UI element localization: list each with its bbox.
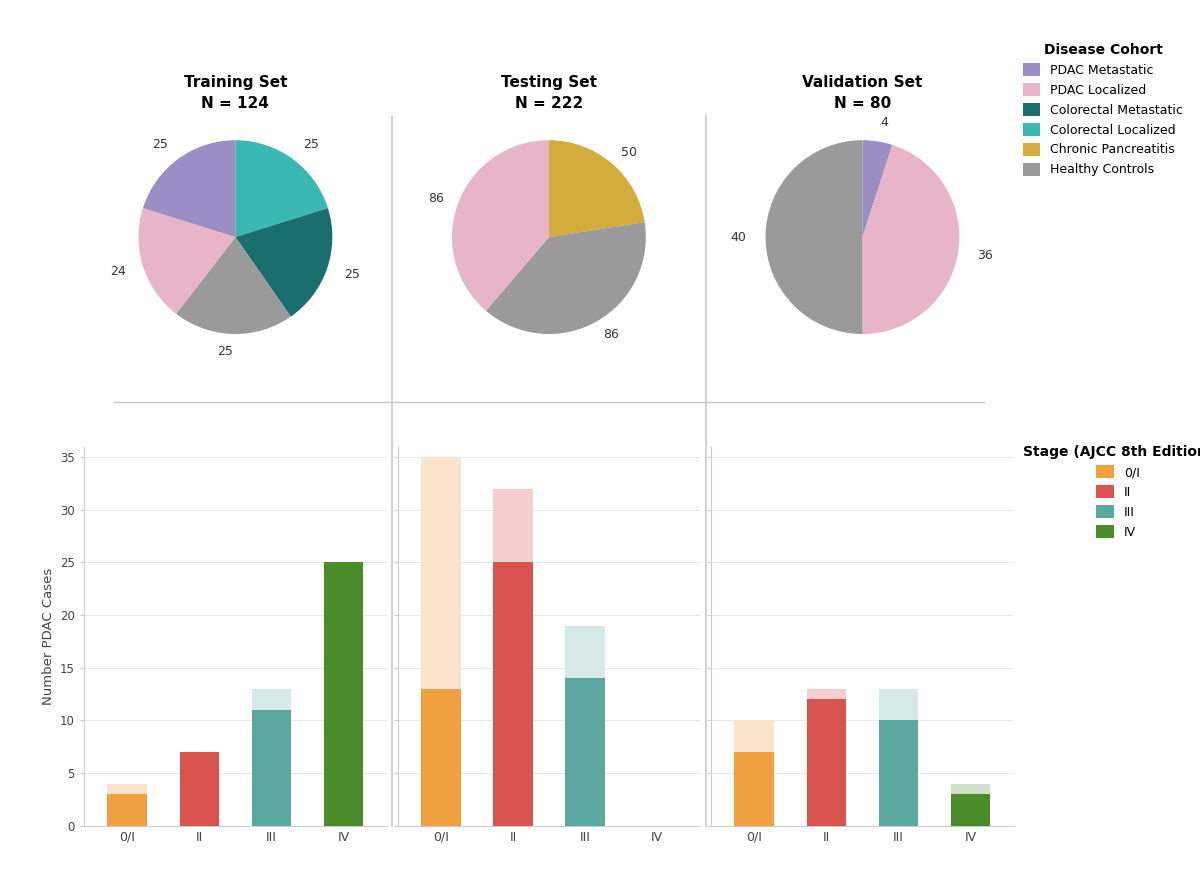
- Text: 25: 25: [152, 139, 168, 152]
- Title: Testing Set
N = 222: Testing Set N = 222: [500, 75, 596, 111]
- Text: 25: 25: [343, 267, 360, 281]
- Text: 24: 24: [110, 265, 126, 278]
- Y-axis label: Number PDAC Cases: Number PDAC Cases: [42, 567, 54, 705]
- Bar: [565, 678, 605, 826]
- Text: 36: 36: [977, 249, 994, 262]
- Title: Training Set
N = 124: Training Set N = 124: [184, 75, 287, 111]
- Wedge shape: [235, 140, 328, 237]
- Title: Validation Set
N = 80: Validation Set N = 80: [803, 75, 923, 111]
- Bar: [324, 562, 364, 826]
- Wedge shape: [863, 145, 959, 334]
- Text: 86: 86: [604, 328, 619, 341]
- Bar: [324, 562, 364, 826]
- Text: 86: 86: [428, 192, 444, 205]
- Bar: [421, 689, 461, 826]
- Text: 40: 40: [731, 231, 746, 243]
- Legend: 0/I, II, III, IV: 0/I, II, III, IV: [1022, 445, 1200, 539]
- Bar: [806, 689, 846, 826]
- Wedge shape: [548, 140, 644, 237]
- Bar: [252, 710, 292, 826]
- Legend: PDAC Metastatic, PDAC Localized, Colorectal Metastatic, Colorectal Localized, Ch: PDAC Metastatic, PDAC Localized, Colorec…: [1022, 43, 1183, 177]
- Bar: [493, 488, 533, 826]
- Bar: [950, 784, 990, 826]
- Text: 25: 25: [217, 345, 233, 358]
- Text: 50: 50: [622, 146, 637, 159]
- Bar: [252, 689, 292, 826]
- Bar: [806, 700, 846, 826]
- Bar: [950, 794, 990, 826]
- Bar: [878, 720, 918, 826]
- Wedge shape: [863, 140, 893, 237]
- Wedge shape: [452, 140, 548, 311]
- Text: 4: 4: [881, 115, 888, 129]
- Bar: [180, 752, 220, 826]
- Wedge shape: [235, 208, 332, 317]
- Bar: [734, 752, 774, 826]
- Bar: [565, 626, 605, 826]
- Wedge shape: [176, 237, 290, 334]
- Bar: [180, 752, 220, 826]
- Wedge shape: [766, 140, 863, 334]
- Bar: [493, 562, 533, 826]
- Wedge shape: [486, 222, 646, 334]
- Wedge shape: [143, 140, 235, 237]
- Bar: [108, 794, 148, 826]
- Text: 25: 25: [304, 139, 319, 152]
- Bar: [734, 720, 774, 826]
- Wedge shape: [138, 208, 235, 313]
- Bar: [878, 689, 918, 826]
- Bar: [421, 457, 461, 826]
- Bar: [108, 784, 148, 826]
